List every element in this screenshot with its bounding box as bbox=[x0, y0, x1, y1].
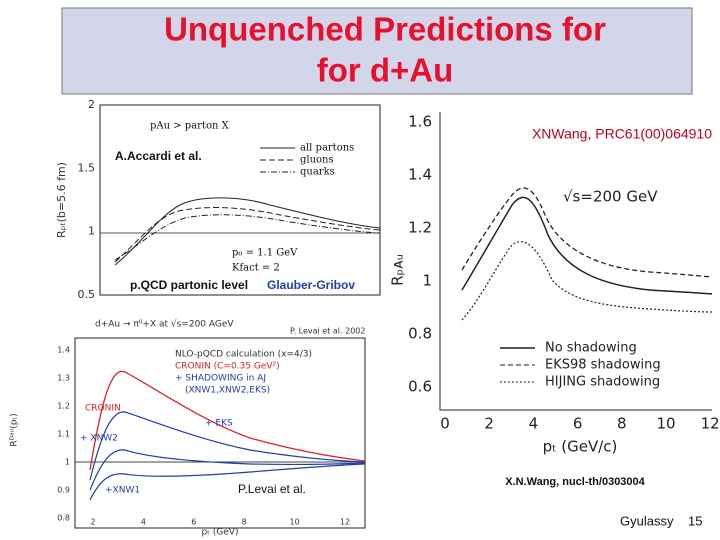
tick-label: 0 bbox=[440, 415, 450, 433]
legend-label: HIJING shadowing bbox=[545, 375, 660, 390]
plot-title: pAu > parton X bbox=[150, 121, 230, 132]
tick-label: 2 bbox=[90, 518, 95, 527]
tick-label: 10 bbox=[656, 415, 675, 433]
axes bbox=[74, 337, 366, 529]
title-line: for d+Au bbox=[317, 52, 454, 89]
header-text: d+Au → π⁰+X at √s=200 AGeV bbox=[95, 319, 234, 330]
annotation: X.N.Wang, nucl-th/0303004 bbox=[505, 476, 645, 488]
tick-label: 0.5 bbox=[78, 288, 96, 301]
tick-label: 2 bbox=[484, 415, 494, 433]
tick-label: 1.4 bbox=[408, 166, 432, 184]
plot-levai: d+Au → π⁰+X at √s=200 AGeV P. Levai et a… bbox=[10, 319, 366, 538]
tick-label: 0.8 bbox=[57, 514, 70, 523]
annotation: A.Accardi et al. bbox=[115, 149, 202, 163]
reference: XNWang, PRC61(00)064910 bbox=[532, 126, 712, 142]
x-axis-label: pₜ (GeV/c) bbox=[543, 438, 618, 456]
tick-label: 2 bbox=[88, 98, 95, 111]
tick-label: 10 bbox=[290, 518, 300, 527]
annotation: p.QCD partonic level bbox=[130, 278, 248, 292]
footer-page: 15 bbox=[688, 513, 702, 528]
curve-label: CRONIN bbox=[85, 404, 121, 414]
tick-label: 4 bbox=[529, 415, 539, 433]
legend-label: EKS98 shadowing bbox=[545, 358, 661, 373]
tick-label: 1 bbox=[88, 225, 95, 238]
legend-label: all partons bbox=[300, 143, 354, 154]
tick-label: 1.2 bbox=[57, 402, 70, 411]
curve-label: + EKS bbox=[205, 419, 233, 429]
tick-label: 1.5 bbox=[78, 161, 96, 174]
curve bbox=[89, 449, 366, 491]
parameter: p₀ = 1.1 GeV bbox=[232, 248, 298, 259]
tick-label: 1.4 bbox=[57, 346, 70, 355]
tick-label: 1.2 bbox=[408, 219, 432, 237]
y-axis-label: Rₚᴀᵤ bbox=[389, 254, 407, 286]
energy-label: √s=200 GeV bbox=[563, 188, 658, 206]
plot-accardi: pAu > parton X all partons gluons quarks… bbox=[55, 104, 381, 296]
footer-author: Gyulassy bbox=[620, 513, 674, 528]
axes bbox=[99, 104, 381, 296]
curve bbox=[461, 187, 713, 278]
curve bbox=[461, 196, 713, 295]
y-axis-label: Rᴰᵃᵘ(pₜ) bbox=[10, 413, 20, 446]
tick-label: 8 bbox=[242, 518, 247, 527]
legend-label: (XNW1,XNW2,EKS) bbox=[185, 386, 270, 396]
tick-label: 12 bbox=[340, 518, 350, 527]
title-line: Unquenched Predictions for bbox=[164, 11, 606, 48]
credit: P. Levai et al. 2002 bbox=[290, 327, 365, 336]
annotation: Glauber-Gribov bbox=[267, 278, 355, 292]
tick-label: 1 bbox=[422, 272, 432, 290]
curve bbox=[114, 207, 381, 263]
tick-label: 1.3 bbox=[57, 374, 70, 383]
legend-label: No shadowing bbox=[545, 341, 637, 356]
curve bbox=[114, 214, 381, 261]
legend-label: NLO-pQCD calculation (x=4/3) bbox=[175, 350, 312, 360]
tick-label: 1.6 bbox=[408, 113, 432, 131]
annotation: P.Levai et al. bbox=[238, 482, 306, 496]
tick-label: 6 bbox=[573, 415, 583, 433]
legend-label: gluons bbox=[300, 155, 334, 166]
parameter: Kfact = 2 bbox=[232, 263, 280, 274]
tick-label: 12 bbox=[701, 415, 720, 433]
tick-label: 8 bbox=[617, 415, 627, 433]
legend-label: CRONIN (C=0.35 GeV²) bbox=[175, 362, 280, 372]
legend-label: quarks bbox=[300, 167, 335, 178]
curve bbox=[89, 370, 366, 471]
plot-wang: XNWang, PRC61(00)064910 √s=200 GeV No sh… bbox=[389, 112, 713, 488]
tick-label: 6 bbox=[191, 518, 196, 527]
y-axis-label: Rₚₜ(b=5.6 fm) bbox=[55, 162, 68, 238]
legend-label: + SHADOWING in AJ bbox=[175, 374, 266, 384]
tick-label: 1 bbox=[65, 458, 70, 467]
curve bbox=[89, 463, 366, 501]
curve bbox=[461, 241, 713, 321]
x-axis-label: pₜ (GeV) bbox=[202, 528, 239, 538]
curve-label: +XNW1 bbox=[105, 486, 140, 496]
curve-label: + XNW2 bbox=[80, 434, 118, 444]
curve bbox=[89, 411, 366, 481]
tick-label: 0.6 bbox=[408, 378, 432, 396]
tick-label: 0.8 bbox=[408, 325, 432, 343]
axes bbox=[439, 112, 712, 411]
curve bbox=[114, 197, 381, 266]
tick-label: 4 bbox=[141, 518, 146, 527]
tick-label: 1.1 bbox=[57, 430, 70, 439]
title-box bbox=[61, 7, 693, 95]
tick-label: 0.9 bbox=[57, 486, 70, 495]
